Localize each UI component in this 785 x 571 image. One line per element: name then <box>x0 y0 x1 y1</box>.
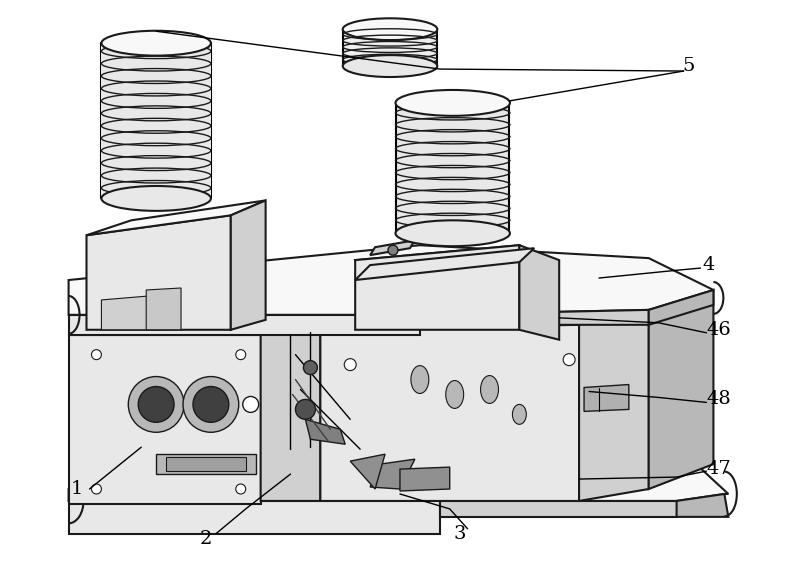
Polygon shape <box>400 467 450 491</box>
Circle shape <box>304 361 317 375</box>
Circle shape <box>92 484 101 494</box>
Polygon shape <box>156 454 256 474</box>
Polygon shape <box>343 29 436 66</box>
Text: 1: 1 <box>71 480 82 498</box>
Text: 48: 48 <box>706 391 731 408</box>
Polygon shape <box>420 310 648 325</box>
Polygon shape <box>355 248 535 280</box>
Ellipse shape <box>101 186 211 211</box>
Circle shape <box>138 387 174 423</box>
Circle shape <box>236 484 246 494</box>
Polygon shape <box>320 325 579 501</box>
Circle shape <box>388 245 398 255</box>
Polygon shape <box>396 103 509 234</box>
Polygon shape <box>579 310 648 501</box>
Polygon shape <box>261 330 320 501</box>
Polygon shape <box>68 501 440 534</box>
Text: 47: 47 <box>706 460 731 478</box>
Polygon shape <box>648 290 714 489</box>
Ellipse shape <box>101 31 211 55</box>
Circle shape <box>236 349 246 360</box>
Circle shape <box>128 376 184 432</box>
Text: 3: 3 <box>454 525 466 543</box>
Polygon shape <box>68 335 261 504</box>
Polygon shape <box>520 245 559 340</box>
Polygon shape <box>370 240 415 255</box>
Circle shape <box>345 359 356 371</box>
Text: 5: 5 <box>682 57 695 75</box>
Polygon shape <box>370 459 415 489</box>
Ellipse shape <box>446 380 464 408</box>
Circle shape <box>183 376 239 432</box>
Circle shape <box>243 396 258 412</box>
Polygon shape <box>86 200 265 235</box>
Text: 46: 46 <box>706 321 731 339</box>
Text: 4: 4 <box>703 256 714 274</box>
Polygon shape <box>231 200 265 330</box>
Polygon shape <box>355 245 535 325</box>
Polygon shape <box>677 494 728 517</box>
Polygon shape <box>68 245 714 315</box>
Circle shape <box>193 387 228 423</box>
Polygon shape <box>440 501 677 517</box>
Polygon shape <box>68 449 728 501</box>
Ellipse shape <box>480 376 498 404</box>
Ellipse shape <box>513 404 527 424</box>
Circle shape <box>92 349 101 360</box>
Polygon shape <box>355 245 520 330</box>
Polygon shape <box>146 288 181 330</box>
Circle shape <box>563 353 575 365</box>
Ellipse shape <box>343 18 437 40</box>
Ellipse shape <box>411 365 429 393</box>
Polygon shape <box>101 295 161 330</box>
Ellipse shape <box>396 220 510 246</box>
Polygon shape <box>305 419 345 444</box>
Polygon shape <box>350 454 385 489</box>
Polygon shape <box>166 457 246 471</box>
Polygon shape <box>101 43 211 199</box>
Polygon shape <box>68 315 420 335</box>
Polygon shape <box>86 215 231 330</box>
Polygon shape <box>584 384 629 411</box>
Text: 2: 2 <box>199 530 212 548</box>
Polygon shape <box>648 290 714 325</box>
Circle shape <box>295 400 316 419</box>
Ellipse shape <box>343 55 437 77</box>
Ellipse shape <box>396 90 510 116</box>
